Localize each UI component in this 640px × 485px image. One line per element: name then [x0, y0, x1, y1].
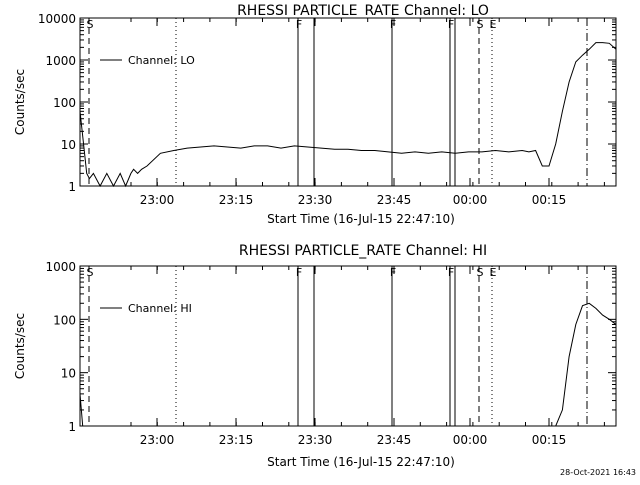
series-line-channel-lo	[79, 42, 617, 188]
event-marker-label: E	[490, 266, 497, 279]
event-marker-label: F	[390, 266, 396, 279]
chart-panel-2: RHESSI PARTICLE_RATE Channel: HI 1 10 100 10…	[13, 243, 617, 469]
event-marker-label: S	[477, 266, 484, 279]
plot-frame	[79, 265, 617, 427]
event-marker-label: F	[296, 18, 302, 31]
event-marker-label: F	[390, 18, 396, 31]
chart-title: RHESSI PARTICLE_RATE Channel: LO	[237, 3, 489, 19]
x-tick-label: 23:30	[298, 193, 333, 207]
series-line-channel-hi	[79, 302, 617, 427]
x-tick-label: 00:15	[532, 433, 567, 447]
y-axis-label: Counts/sec	[13, 313, 27, 379]
chart-title: RHESSI PARTICLE_RATE Channel: HI	[239, 243, 487, 259]
x-tick-label: 23:30	[298, 433, 333, 447]
footer-timestamp: 28-Oct-2021 16:43	[560, 468, 636, 477]
x-tick-label: 23:00	[140, 193, 175, 207]
y-axis-label: Counts/sec	[13, 69, 27, 135]
event-marker-label: F	[448, 266, 454, 279]
y-tick-label: 10	[61, 138, 76, 152]
x-axis-label: Start Time (16-Jul-15 22:47:10)	[267, 455, 455, 469]
y-tick-label: 1	[68, 180, 76, 194]
y-tick-label: 100	[53, 96, 76, 110]
x-tick-label: 23:15	[219, 433, 254, 447]
x-tick-label: 23:00	[140, 433, 175, 447]
y-tick-label: 100	[53, 313, 76, 327]
chart-panel-1: RHESSI PARTICLE_RATE Channel: LO 1 10 100 10…	[13, 3, 617, 226]
x-tick-label: 00:00	[453, 433, 488, 447]
x-tick-label: 23:45	[377, 433, 412, 447]
x-axis-label: Start Time (16-Jul-15 22:47:10)	[267, 212, 455, 226]
y-tick-label: 10000	[38, 12, 76, 26]
event-marker-label: F	[448, 18, 454, 31]
event-marker-label: E	[490, 18, 497, 31]
y-tick-label: 1000	[45, 54, 76, 68]
y-tick-label: 1	[68, 420, 76, 434]
event-marker-label: S	[87, 18, 94, 31]
x-tick-label: 00:00	[453, 193, 488, 207]
y-tick-label: 1000	[45, 260, 76, 274]
event-marker-label: S	[477, 18, 484, 31]
y-tick-label: 10	[61, 367, 76, 381]
event-marker-label: S	[87, 266, 94, 279]
plot-frame	[79, 17, 617, 187]
legend-label: Channel: HI	[128, 302, 192, 315]
legend-label: Channel: LO	[128, 54, 195, 67]
x-tick-label: 00:15	[532, 193, 567, 207]
x-tick-label: 23:15	[219, 193, 254, 207]
x-tick-label: 23:45	[377, 193, 412, 207]
event-marker-label: F	[296, 266, 302, 279]
